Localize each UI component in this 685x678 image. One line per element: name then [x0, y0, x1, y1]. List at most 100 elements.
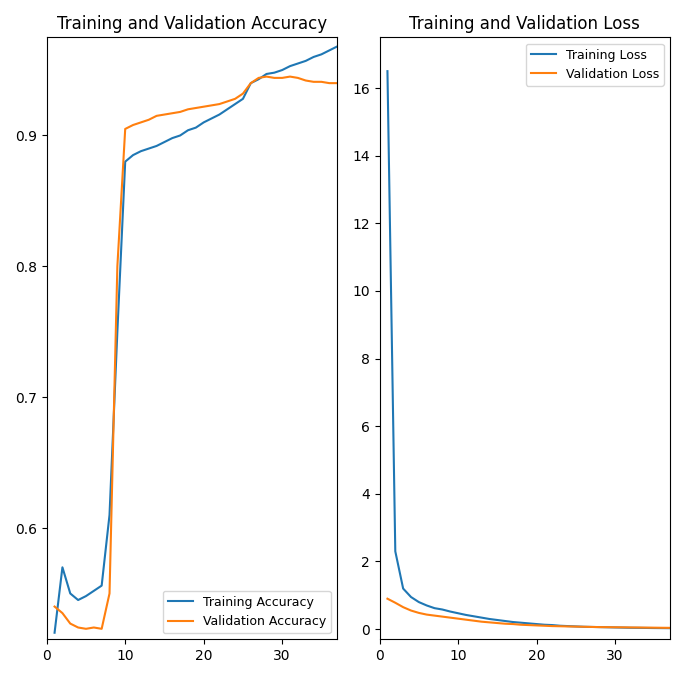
Validation Loss [407, 606, 415, 614]
Training Loss [650, 624, 658, 632]
Training Loss [556, 622, 564, 630]
Validation Accuracy [153, 112, 161, 120]
Training Loss [603, 623, 611, 631]
Training Accuracy [105, 511, 114, 519]
Training Loss [423, 601, 431, 610]
Training Loss [627, 624, 635, 632]
Training Accuracy [145, 144, 153, 153]
Validation Loss [603, 623, 611, 631]
Validation Accuracy [255, 74, 263, 82]
Validation Accuracy [325, 79, 334, 87]
Training Loss [384, 67, 392, 75]
Training Accuracy [294, 60, 302, 68]
Training Accuracy [121, 157, 129, 165]
Validation Loss [532, 621, 540, 629]
Validation Accuracy [192, 104, 200, 112]
Validation Accuracy [294, 74, 302, 82]
Validation Accuracy [82, 624, 90, 633]
Validation Loss [580, 622, 588, 631]
Validation Loss [399, 603, 408, 612]
Validation Loss [438, 612, 447, 620]
Training Loss [462, 611, 470, 619]
Validation Loss [627, 623, 635, 631]
Validation Loss [501, 620, 509, 628]
Validation Loss [486, 618, 494, 626]
Training Loss [407, 593, 415, 601]
Validation Accuracy [176, 108, 184, 116]
Training Accuracy [262, 70, 271, 78]
Training Accuracy [286, 62, 294, 71]
Validation Accuracy [97, 624, 105, 633]
Validation Loss [540, 622, 549, 630]
Validation Loss [470, 616, 478, 624]
Training Accuracy [270, 68, 278, 77]
Validation Loss [446, 614, 454, 622]
Validation Accuracy [223, 98, 232, 106]
Training Loss [611, 623, 619, 631]
Validation Loss [423, 610, 431, 618]
Validation Loss [516, 620, 525, 629]
Validation Accuracy [113, 262, 121, 271]
Validation Accuracy [278, 74, 286, 82]
Validation Loss [595, 623, 603, 631]
Training Accuracy [301, 57, 310, 65]
Training Accuracy [137, 147, 145, 155]
Training Accuracy [333, 43, 341, 51]
Validation Accuracy [247, 79, 255, 87]
Training Accuracy [239, 95, 247, 103]
Training Accuracy [325, 46, 334, 54]
Training Accuracy [169, 134, 177, 142]
Training Loss [501, 617, 509, 625]
Title: Training and Validation Loss: Training and Validation Loss [410, 15, 640, 33]
Training Loss [666, 624, 674, 633]
Training Loss [588, 623, 596, 631]
Validation Accuracy [310, 78, 318, 86]
Training Accuracy [317, 50, 325, 58]
Validation Accuracy [199, 102, 208, 111]
Training Accuracy [160, 138, 169, 146]
Training Loss [619, 624, 627, 632]
Validation Accuracy [169, 109, 177, 117]
Line: Validation Loss: Validation Loss [388, 599, 670, 628]
Training Loss [595, 623, 603, 631]
Validation Loss [634, 624, 643, 632]
Training Accuracy [215, 111, 223, 119]
Training Loss [486, 615, 494, 623]
Validation Loss [454, 614, 462, 622]
Training Loss [391, 547, 399, 555]
Validation Accuracy [317, 78, 325, 86]
Validation Loss [643, 624, 651, 632]
Validation Loss [462, 616, 470, 624]
Training Accuracy [255, 75, 263, 83]
Training Loss [525, 619, 533, 627]
Validation Accuracy [301, 77, 310, 85]
Training Accuracy [223, 105, 232, 113]
Training Loss [493, 616, 501, 624]
Training Loss [634, 624, 643, 632]
Training Accuracy [51, 629, 59, 637]
Training Accuracy [113, 327, 121, 336]
Validation Accuracy [66, 620, 75, 628]
Validation Accuracy [239, 89, 247, 98]
Validation Accuracy [51, 603, 59, 611]
Training Loss [509, 618, 517, 626]
Training Accuracy [199, 119, 208, 127]
Training Accuracy [153, 142, 161, 150]
Training Accuracy [129, 151, 137, 159]
Training Loss [446, 607, 454, 616]
Validation Accuracy [208, 101, 216, 109]
Training Accuracy [278, 66, 286, 74]
Line: Validation Accuracy: Validation Accuracy [55, 77, 337, 629]
Training Accuracy [97, 582, 105, 590]
Validation Accuracy [160, 111, 169, 119]
Training Loss [572, 622, 580, 631]
Training Accuracy [58, 563, 66, 572]
Validation Accuracy [262, 73, 271, 81]
Validation Loss [525, 621, 533, 629]
Training Loss [540, 620, 549, 629]
Training Loss [564, 622, 572, 630]
Validation Accuracy [90, 624, 98, 632]
Legend: Training Accuracy, Validation Accuracy: Training Accuracy, Validation Accuracy [162, 591, 331, 633]
Validation Loss [414, 609, 423, 617]
Validation Loss [666, 624, 674, 632]
